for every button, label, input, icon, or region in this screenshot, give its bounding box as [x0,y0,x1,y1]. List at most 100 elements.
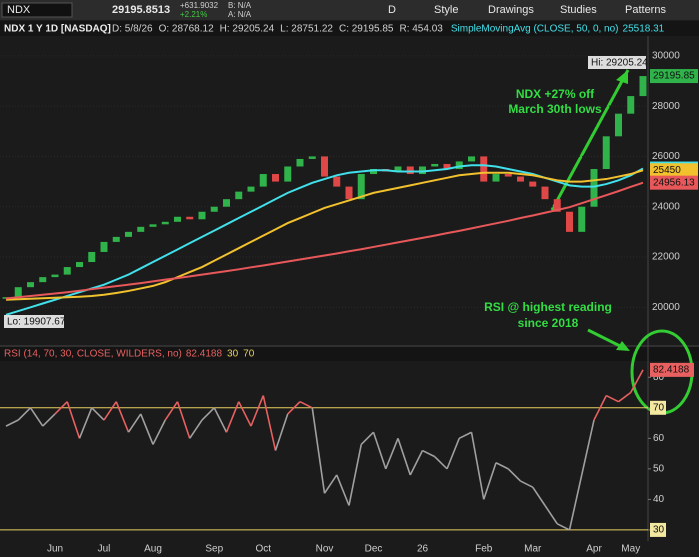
candle [63,267,71,275]
candle [406,166,414,175]
ohlc-info: R: 454.03 [399,24,443,35]
value-tag [650,163,698,178]
y-tick-label: 28000 [652,101,680,112]
candle [529,181,537,187]
rsi-segment [287,401,301,415]
drawings-button[interactable]: Drawings [488,4,534,16]
rsi-segment [458,431,472,440]
rsi-segment [434,456,448,470]
candle [296,158,304,167]
annotation: RSI @ highest reading [484,300,612,314]
rsi-segment [360,431,375,446]
rsi-segment [78,407,93,439]
candle [615,113,622,137]
patterns-button[interactable]: Patterns [625,4,666,16]
symbol-box[interactable] [1,2,73,18]
candle [125,231,132,237]
period[interactable]: D [388,4,396,16]
x-tick-label: Sep [205,544,223,555]
rsi-segment [470,432,485,500]
candle [14,287,22,298]
y-tick-label: 20000 [652,302,680,313]
x-tick-label: Dec [365,544,383,555]
lo-label: Lo: 19907.67 [7,317,66,328]
rsi-header-value: 30 [227,349,239,360]
arrow-head [616,70,628,84]
rsi-segment [520,480,534,488]
change: +631.9032 [180,1,219,10]
rsi-segment [54,401,68,415]
value-tag-label: 29195.85 [653,71,695,82]
rsi-segment [262,395,277,451]
rsi-segment [605,394,619,403]
candle [223,199,230,207]
rsi-segment [422,449,436,458]
annotation-arrow [587,328,625,350]
rsi-segment [152,419,166,445]
candle [492,174,500,182]
studies-button[interactable]: Studies [560,4,597,16]
candle [112,236,120,242]
candle [590,169,598,207]
value-tag [650,175,698,190]
ohlc-info: L: 28751.22 [280,24,333,35]
candle [357,174,365,200]
rsi-segment [507,468,522,482]
rsi-segment [274,413,289,451]
rsi-segment [495,462,509,470]
candle [345,186,353,200]
candle [504,174,512,177]
sma-line [5,181,644,300]
candle [88,251,96,263]
symbol: NDX [7,4,31,16]
rsi-segment [568,474,583,531]
rsi-segment [17,407,32,421]
x-tick-label: Jun [47,544,63,555]
x-tick-label: Oct [255,544,271,555]
y-tick-label: 24000 [652,201,680,212]
x-tick-label: Aug [144,544,162,555]
rsi-segment [164,401,179,421]
rsi-segment [593,395,607,421]
rsi-segment [213,407,228,433]
annotation: March 30th lows [508,102,602,116]
rsi-header-value: 82.4188 [186,349,223,360]
candle [517,176,524,182]
candle [137,226,145,232]
ohlc-info: H: 29205.24 [220,24,275,35]
rsi-segment [176,401,191,439]
x-tick-label: Jul [98,544,111,555]
rsi-segment [618,391,632,403]
value-tag [650,400,666,415]
hi-box [588,56,646,69]
candle [27,282,34,288]
candle [419,166,426,175]
y-tick-label: 22000 [652,252,680,263]
candle [308,156,316,159]
annotation: NDX +27% off [516,87,595,101]
rsi-segment [5,419,19,427]
value-tag-label: 25450 [653,165,681,176]
rsi-segment [189,419,203,439]
arrow-head [616,341,630,351]
lo-box [4,315,64,328]
rsi-header-bar [0,347,699,361]
candle [149,224,157,227]
last-price: 29195.8513 [112,4,170,16]
candle [480,156,488,182]
y-tick-label: 60 [653,433,665,444]
style-button[interactable]: Style [434,4,458,16]
header-bar [0,21,699,36]
y-tick-label: 40 [653,494,665,505]
rsi-segment [225,401,240,433]
rsi-segment [630,369,644,393]
candle [578,206,586,232]
rsi-segment [42,413,56,427]
candle [443,163,451,169]
value-tag [650,522,666,537]
rsi-segment [238,401,252,427]
y-tick-label: 80 [653,372,665,383]
rsi-segment [348,444,363,506]
